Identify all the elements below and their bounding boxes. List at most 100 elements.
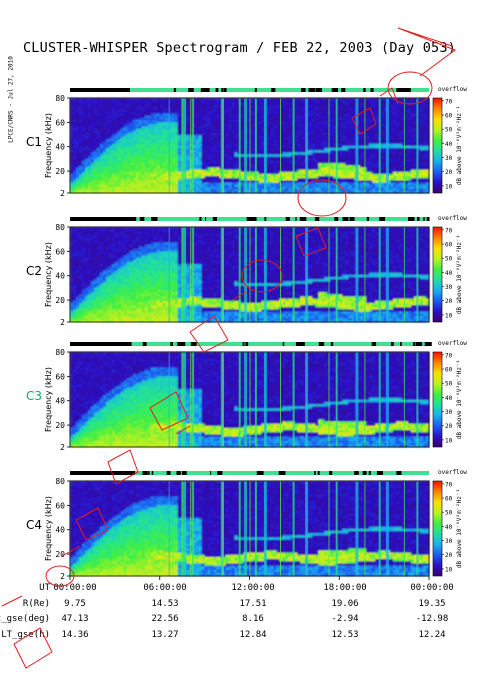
orbit-value: 17.51	[239, 599, 266, 609]
colorbar-tick-label: 50	[445, 256, 453, 263]
colorbar-tick-label: 10	[445, 437, 453, 444]
chart-title: CLUSTER-WHISPER Spectrogram / FEB 22, 20…	[0, 40, 479, 56]
colorbar-tick-label: 60	[445, 367, 453, 374]
y-tick-label: 80	[55, 348, 65, 357]
orbit-value: 19.06	[331, 599, 358, 609]
orbit-value: 19.35	[418, 599, 445, 609]
colorbar-tick-label: 10	[445, 183, 453, 190]
y-tick-label: 80	[55, 477, 65, 486]
colorbar-label: dB above 10⁻⁸V²m⁻²Hz⁻¹	[456, 106, 463, 185]
orbit-value: 13.27	[151, 630, 178, 640]
colorbar-tick-label: 30	[445, 284, 453, 291]
panel-frame	[69, 226, 430, 323]
orbit-value: 14.36	[61, 630, 88, 640]
colorbar-tick-label: 70	[445, 481, 453, 488]
orbit-row-label: Lat_gse(deg)	[0, 614, 50, 624]
orbit-row: Lat_gse(deg) 47.13 22.56 8.16 -2.94 -12.98	[0, 614, 448, 624]
y-tick-label: 80	[55, 94, 65, 103]
spectrogram-cells	[70, 481, 430, 577]
colorbar-tick-label: 10	[445, 312, 453, 319]
colorbar-tick-label: 20	[445, 298, 453, 305]
colorbar	[432, 480, 443, 577]
y-tick-label: 60	[55, 372, 65, 381]
colorbar-tick-label: 40	[445, 395, 453, 402]
y-tick-label: 40	[55, 526, 65, 535]
colorbar-overflow-label: overflow	[438, 215, 467, 222]
orbit-value: 00:00:00	[53, 583, 96, 593]
colorbar-tick-label: 70	[445, 98, 453, 105]
y-tick-label: 20	[55, 421, 65, 430]
colorbar-overflow-label: overflow	[438, 340, 467, 347]
spectrogram-cells	[70, 227, 430, 323]
colorbar-overflow-label: overflow	[438, 86, 467, 93]
status-strip	[70, 342, 432, 346]
panel-c4: 2 20 40 60 80 Frequency (kHz)C4 overflow 10 20 30…	[26, 469, 467, 581]
y-tick-label: 2	[60, 572, 65, 581]
orbit-value: -12.98	[416, 614, 449, 624]
y-tick-label: 60	[55, 501, 65, 510]
y-tick-label: 2	[60, 318, 65, 327]
y-tick-label: 20	[55, 550, 65, 559]
y-tick-label: 60	[55, 247, 65, 256]
orbit-value: 06:00:00	[143, 583, 186, 593]
orbit-row-label: LT_gse(h)	[1, 630, 50, 640]
colorbar-overflow-label: overflow	[438, 469, 467, 476]
colorbar-tick-label: 30	[445, 409, 453, 416]
panel-frame	[69, 97, 430, 194]
colorbar-tick-label: 40	[445, 141, 453, 148]
colorbar-tick-label: 20	[445, 169, 453, 176]
panel-c2: 2 20 40 60 80 Frequency (kHz)C2 overflow 10 20 30…	[26, 215, 467, 327]
satellite-label: C4	[26, 518, 42, 532]
y-tick-label: 40	[55, 272, 65, 281]
orbit-value: 12.84	[239, 630, 266, 640]
y-tick-label: 40	[55, 397, 65, 406]
colorbar-tick-label: 40	[445, 524, 453, 531]
panel-frame	[69, 351, 430, 448]
colorbar	[432, 226, 443, 323]
orbit-value: 12.24	[418, 630, 445, 640]
colorbar-tick-label: 70	[445, 352, 453, 359]
colorbar-tick-label: 30	[445, 538, 453, 545]
y-axis-label: Frequency (kHz)	[44, 242, 53, 307]
orbit-row: R(Re) 9.75 14.53 17.51 19.06 19.35	[23, 599, 446, 609]
colorbar-tick-label: 70	[445, 227, 453, 234]
y-axis-label: Frequency (kHz)	[44, 496, 53, 561]
colorbar	[432, 97, 443, 194]
orbit-value: 9.75	[64, 599, 86, 609]
y-tick-label: 2	[60, 443, 65, 452]
y-tick-label: 2	[60, 189, 65, 198]
colorbar-tick-label: 10	[445, 566, 453, 573]
orbit-value: 8.16	[242, 614, 264, 624]
panel-c3: 2 20 40 60 80 Frequency (kHz)C3 overflow 10 20 30…	[26, 340, 467, 452]
status-strip	[70, 471, 429, 475]
status-strip	[70, 88, 429, 92]
y-tick-label: 60	[55, 118, 65, 127]
orbit-row: UT 00:00:00 06:00:00 12:00:00 18:00:00 00:00:…	[39, 583, 454, 593]
orbit-value: 47.13	[61, 614, 88, 624]
colorbar-tick-label: 40	[445, 270, 453, 277]
colorbar-tick-label: 20	[445, 552, 453, 559]
y-tick-label: 40	[55, 143, 65, 152]
panel-c1: 2 20 40 60 80 Frequency (kHz)C1 overflow 10 20 30…	[26, 86, 467, 198]
colorbar-label: dB above 10⁻⁸V²m⁻²Hz⁻¹	[456, 360, 463, 439]
satellite-label: C1	[26, 135, 42, 149]
colorbar-tick-label: 60	[445, 242, 453, 249]
status-strip	[70, 217, 430, 221]
orbit-row-label: R(Re)	[23, 599, 50, 609]
spectrogram-cells	[70, 98, 430, 194]
colorbar-tick-label: 20	[445, 423, 453, 430]
y-axis-label: Frequency (kHz)	[44, 113, 53, 178]
colorbar-label: dB above 10⁻⁸V²m⁻²Hz⁻¹	[456, 489, 463, 568]
orbit-value: 22.56	[151, 614, 178, 624]
orbit-value: 12.53	[331, 630, 358, 640]
red-annotation-scribbles	[1, 27, 457, 669]
orbit-value: 12:00:00	[231, 583, 274, 593]
orbit-value: 18:00:00	[323, 583, 366, 593]
y-tick-label: 20	[55, 296, 65, 305]
colorbar-tick-label: 60	[445, 496, 453, 503]
orbit-value: 14.53	[151, 599, 178, 609]
orbit-value: 00:00:00	[410, 583, 453, 593]
y-tick-label: 20	[55, 167, 65, 176]
orbit-value: -2.94	[331, 614, 358, 624]
